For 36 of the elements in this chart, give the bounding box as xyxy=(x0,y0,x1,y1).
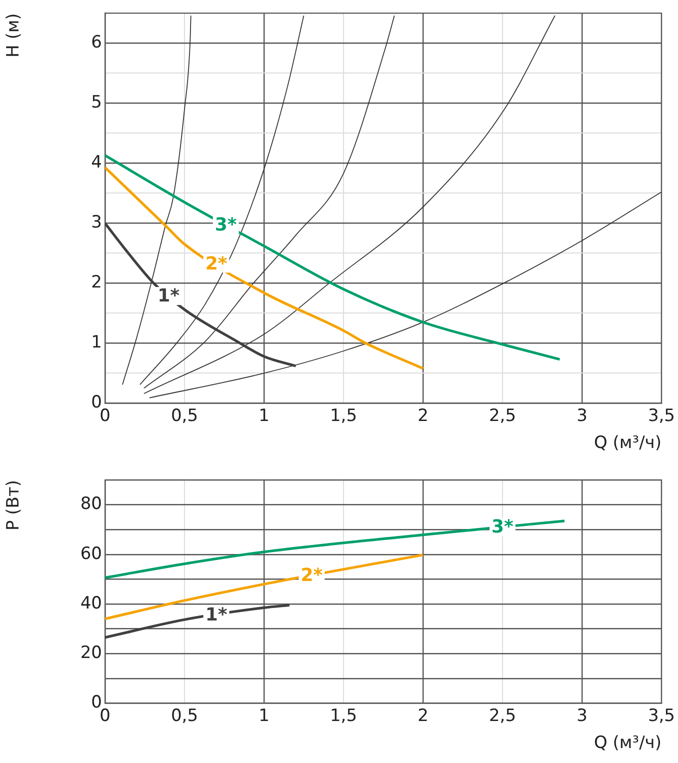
series-label: 1* xyxy=(205,604,228,626)
x-tick-label: 0,5 xyxy=(170,706,198,726)
y-tick-label: 20 xyxy=(80,643,102,664)
y-tick-label: 0 xyxy=(91,692,102,713)
y-axis-title: P (Вт) xyxy=(4,480,24,530)
x-tick-label: 2,5 xyxy=(488,406,516,426)
x-tick-label: 2,5 xyxy=(488,706,516,726)
x-tick-label: 1 xyxy=(258,406,270,426)
series-label: 3* xyxy=(214,214,238,236)
x-axis-title: Q (м³/ч) xyxy=(594,433,662,454)
x-tick-label: 1,5 xyxy=(330,706,358,726)
y-tick-label: 80 xyxy=(80,494,102,514)
y-tick-label: 0 xyxy=(91,392,102,413)
x-tick-label: 2 xyxy=(418,706,428,726)
x-tick-label: 1,5 xyxy=(330,406,358,426)
series-label: 2* xyxy=(205,253,228,274)
series-label: 1* xyxy=(158,286,180,307)
y-tick-label: 4 xyxy=(91,152,102,173)
x-tick-label: 3 xyxy=(576,406,588,426)
x-axis-title: Q (м³/ч) xyxy=(594,733,662,754)
x-tick-label: 3,5 xyxy=(648,406,676,426)
y-tick-label: 2 xyxy=(91,272,102,293)
y-axis-title: H (м) xyxy=(4,13,24,58)
y-tick-label: 1 xyxy=(91,332,102,353)
x-tick-label: 0,5 xyxy=(170,406,198,426)
y-tick-label: 40 xyxy=(80,593,102,614)
series-label: 3* xyxy=(492,516,514,538)
x-tick-label: 3 xyxy=(576,706,588,726)
y-tick-label: 3 xyxy=(91,212,102,233)
series-label: 2* xyxy=(300,565,324,586)
y-tick-label: 60 xyxy=(80,544,102,564)
y-tick-label: 5 xyxy=(91,92,102,113)
y-tick-label: 6 xyxy=(91,32,102,53)
x-tick-label: 1 xyxy=(258,706,270,726)
x-tick-label: 3,5 xyxy=(648,706,676,726)
x-tick-label: 2 xyxy=(418,406,428,426)
